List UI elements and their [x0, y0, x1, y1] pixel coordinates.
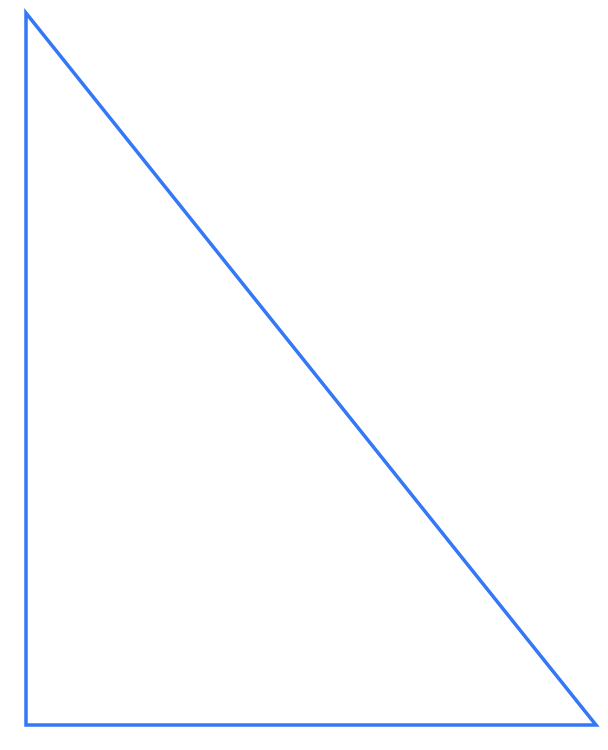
right-triangle: [24, 8, 600, 727]
